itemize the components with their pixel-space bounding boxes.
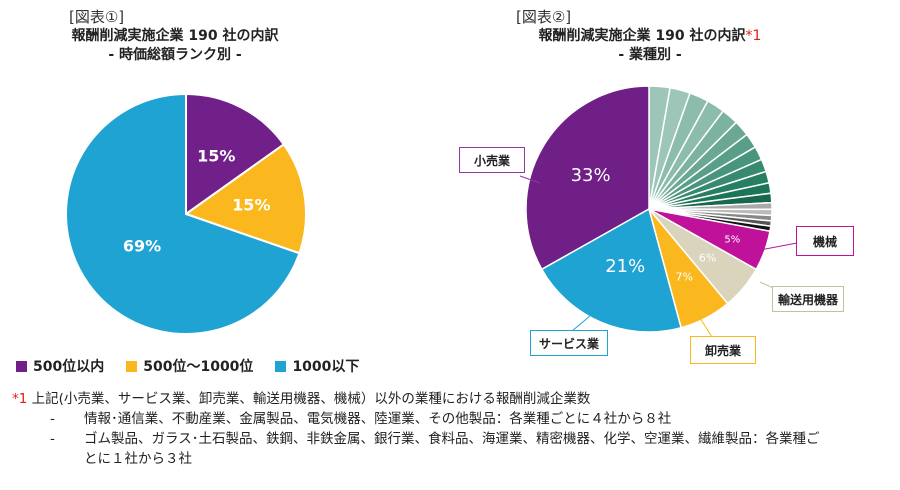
pie-slice-5: [648, 208, 771, 271]
footnote-item-text: 情報･通信業、不動産業、金属製品、電気機器、陸運業、その他製品：各業種ごとに４社…: [84, 411, 672, 427]
pie-slice-2: [183, 142, 307, 255]
footnote-dash: -: [50, 411, 55, 427]
legend-label: 500位～1000位: [143, 359, 254, 375]
pie-slice-label: 15%: [197, 146, 235, 165]
legend-label: 1000以下: [292, 359, 360, 375]
footnote-dash: [12, 449, 84, 469]
callout-machinery: 機械: [796, 226, 854, 256]
pie-slice-3: [65, 92, 301, 335]
right-chart-title: 報酬削減実施企業 190 社の内訳*1 - 業種別 -: [500, 27, 800, 65]
callout-pointer: [699, 317, 713, 338]
right-title-text: 報酬削減実施企業 190 社の内訳: [538, 28, 746, 44]
pie-slice-1: [525, 85, 650, 271]
footnote-main: *1 上記(小売業、サービス業、卸売業、輸送用機器、機械）以外の業種における報酬…: [12, 389, 892, 409]
legend-swatch: [16, 360, 27, 372]
footnote-dash: -: [50, 431, 55, 447]
legend-swatch: [126, 360, 138, 372]
footnote-mark: *1: [12, 391, 28, 407]
pie-slice-label: 69%: [123, 236, 161, 255]
right-title-mark: *1: [745, 28, 762, 44]
pie-slice-label: 6%: [699, 252, 716, 265]
callout-retail: 小売業: [459, 147, 525, 173]
callout-pointer: [519, 175, 541, 184]
pie-slice-1: [185, 92, 286, 216]
right-subtitle-line: - 業種別 -: [618, 47, 682, 63]
right-figure-label: [図表②]: [516, 8, 572, 26]
footnote-item-text: とに１社から３社: [84, 451, 192, 467]
right-title-line: 報酬削減実施企業 190 社の内訳*1: [500, 27, 800, 46]
footnote-item: とに１社から３社: [12, 449, 892, 469]
left-figure-label: [図表①]: [69, 8, 125, 26]
legend-swatch: [275, 360, 287, 372]
pie-slice-label: 5%: [724, 235, 740, 246]
left-chart-title: 報酬削減実施企業 190 社の内訳 - 時価総額ランク別 -: [40, 27, 310, 65]
callout-pointer: [571, 315, 591, 332]
pie-slice-label: 7%: [675, 271, 692, 284]
legend-item: 500位以内: [16, 356, 104, 376]
footnote-item-text: ゴム製品、ガラス･土石製品、鉄鋼、非鉄金属、銀行業、食料品、海運業、精密機器、化…: [84, 431, 820, 447]
left-subtitle-line: - 時価総額ランク別 -: [108, 47, 242, 63]
pie-slice-label: 33%: [571, 165, 611, 186]
callout-pointer: [759, 242, 798, 251]
footnote-item: - ゴム製品、ガラス･土石製品、鉄鋼、非鉄金属、銀行業、食料品、海運業、精密機器、…: [12, 429, 892, 449]
footnote-main-text: 上記(小売業、サービス業、卸売業、輸送用機器、機械）以外の業種における報酬削減企…: [31, 391, 591, 407]
legend: 500位以内 500位～1000位 1000以下: [16, 356, 359, 376]
legend-label: 500位以内: [33, 359, 105, 375]
callout-transport-equipment: 輸送用機器: [772, 286, 844, 312]
callout-service: サービス業: [530, 330, 608, 356]
pie-slice-label: 21%: [605, 256, 645, 277]
pie-slice-2: [540, 207, 683, 333]
callout-wholesale: 卸売業: [690, 336, 756, 364]
footnote: *1 上記(小売業、サービス業、卸売業、輸送用機器、機械）以外の業種における報酬…: [12, 389, 892, 469]
pie-slice-label: 15%: [232, 196, 270, 215]
left-title-line: 報酬削減実施企業 190 社の内訳: [71, 28, 279, 44]
legend-item: 1000以下: [275, 356, 359, 376]
footnote-item: - 情報･通信業、不動産業、金属製品、電気機器、陸運業、その他製品：各業種ごとに４…: [12, 409, 892, 429]
legend-item: 500位～1000位: [126, 356, 253, 376]
